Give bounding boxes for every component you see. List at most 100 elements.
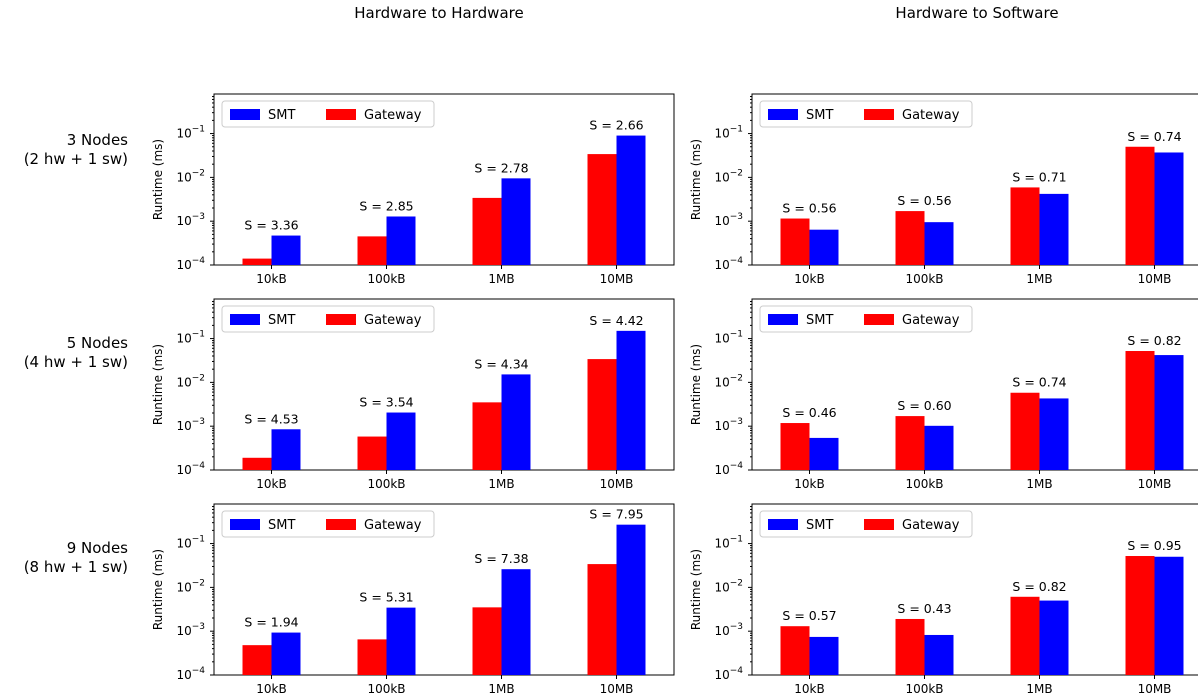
speedup-annotation: S = 0.95	[1127, 538, 1181, 553]
bar-gateway	[895, 416, 925, 470]
bar-smt	[1154, 152, 1184, 265]
speedup-annotation: S = 4.34	[474, 356, 528, 371]
y-tick-exponent: −3	[192, 622, 205, 632]
bar-smt	[924, 425, 954, 470]
speedup-annotation: S = 3.54	[359, 395, 413, 410]
bar-smt	[271, 235, 301, 265]
y-tick-exponent: −3	[730, 622, 743, 632]
bar-smt	[501, 178, 531, 265]
bar-smt	[501, 569, 531, 675]
speedup-annotation: S = 0.74	[1127, 129, 1181, 144]
bar-gateway	[1125, 146, 1155, 265]
x-tick-label: 10MB	[600, 682, 634, 696]
bar-gateway	[357, 436, 387, 470]
legend-label-gateway: Gateway	[902, 313, 960, 328]
bar-gateway	[587, 359, 617, 470]
chart-panel: 10−4 10−3 10−2 10−1 Runtime (ms) 10kB S = 0.56…	[689, 93, 1198, 286]
x-tick-label: 100kB	[905, 682, 943, 696]
y-tick-exponent: −1	[192, 125, 205, 135]
legend-label-smt: SMT	[268, 108, 295, 123]
y-tick-exponent: −4	[730, 666, 744, 676]
row-label-title: 3 Nodes	[66, 131, 128, 149]
bar-smt	[386, 607, 416, 675]
bar-gateway	[780, 423, 810, 470]
y-axis-label: Runtime (ms)	[689, 549, 703, 630]
y-tick-exponent: −3	[730, 417, 743, 427]
speedup-annotation: S = 2.66	[589, 118, 643, 133]
legend-swatch-gateway	[326, 109, 356, 120]
speedup-annotation: S = 1.94	[244, 615, 298, 630]
y-tick-exponent: −2	[192, 578, 205, 588]
y-tick-label: 10−2	[714, 578, 743, 594]
y-tick-exponent: −4	[192, 666, 206, 676]
bar-gateway	[242, 645, 272, 675]
speedup-annotation: S = 4.42	[589, 313, 643, 328]
bar-gateway	[1010, 596, 1040, 675]
bar-smt	[616, 524, 646, 675]
x-tick-label: 100kB	[905, 272, 943, 286]
legend-swatch-gateway	[864, 314, 894, 325]
x-tick-label: 10MB	[600, 477, 634, 491]
column-title-hw-hw: Hardware to Hardware	[354, 4, 524, 22]
speedup-annotation: S = 0.56	[897, 193, 951, 208]
bar-smt	[386, 216, 416, 265]
bar-smt	[924, 222, 954, 265]
y-axis-label: Runtime (ms)	[689, 139, 703, 220]
speedup-annotation: S = 0.57	[782, 608, 836, 623]
bar-smt	[809, 636, 839, 675]
bar-smt	[501, 374, 531, 470]
speedup-annotation: S = 0.71	[1012, 169, 1066, 184]
y-tick-exponent: −1	[730, 535, 743, 545]
bar-gateway	[1125, 351, 1155, 470]
chart-panel: 10−4 10−3 10−2 10−1 Runtime (ms) 10kB S = 0.46…	[689, 298, 1198, 491]
y-tick-exponent: −4	[730, 461, 744, 471]
legend-swatch-smt	[768, 519, 798, 530]
y-tick-label: 10−2	[176, 168, 205, 184]
legend-swatch-smt	[768, 109, 798, 120]
bar-gateway	[895, 618, 925, 675]
legend-swatch-smt	[230, 109, 260, 120]
legend-label-smt: SMT	[806, 108, 833, 123]
speedup-annotation: S = 0.82	[1012, 579, 1066, 594]
x-tick-label: 1MB	[1026, 682, 1052, 696]
y-tick-exponent: −1	[730, 125, 743, 135]
bar-gateway	[242, 258, 272, 265]
speedup-annotation: S = 0.60	[897, 398, 951, 413]
speedup-annotation: S = 4.53	[244, 411, 298, 426]
bar-smt	[1039, 600, 1069, 675]
y-tick-label: 10−1	[176, 330, 205, 346]
row-label-subtitle: (8 hw + 1 sw)	[23, 558, 128, 576]
y-axis-label: Runtime (ms)	[151, 344, 165, 425]
y-tick-exponent: −2	[730, 373, 743, 383]
x-tick-label: 1MB	[488, 682, 514, 696]
y-tick-exponent: −4	[730, 256, 744, 266]
x-tick-label: 100kB	[367, 682, 405, 696]
y-tick-label: 10−4	[176, 461, 205, 477]
speedup-annotation: S = 0.74	[1012, 375, 1066, 390]
legend-label-smt: SMT	[268, 518, 295, 533]
y-tick-exponent: −2	[192, 373, 205, 383]
x-tick-label: 100kB	[367, 477, 405, 491]
x-tick-label: 100kB	[905, 477, 943, 491]
bar-gateway	[587, 564, 617, 675]
legend-swatch-gateway	[864, 109, 894, 120]
bar-gateway	[357, 639, 387, 675]
row-label-9-nodes: 9 Nodes (8 hw + 1 sw)	[0, 539, 128, 577]
legend-swatch-gateway	[864, 519, 894, 530]
y-tick-label: 10−3	[176, 417, 205, 433]
speedup-annotation: S = 7.38	[474, 551, 528, 566]
row-label-title: 9 Nodes	[66, 539, 128, 557]
x-tick-label: 10kB	[794, 477, 824, 491]
bar-gateway	[242, 457, 272, 470]
y-tick-label: 10−1	[714, 535, 743, 551]
y-tick-label: 10−2	[176, 373, 205, 389]
row-label-5-nodes: 5 Nodes (4 hw + 1 sw)	[0, 334, 128, 372]
y-tick-label: 10−1	[176, 125, 205, 141]
bar-gateway	[780, 218, 810, 265]
bar-gateway	[1125, 556, 1155, 675]
y-tick-exponent: −3	[730, 212, 743, 222]
x-tick-label: 1MB	[1026, 477, 1052, 491]
speedup-annotation: S = 0.46	[782, 405, 836, 420]
legend-swatch-gateway	[326, 519, 356, 530]
y-axis-label: Runtime (ms)	[689, 344, 703, 425]
